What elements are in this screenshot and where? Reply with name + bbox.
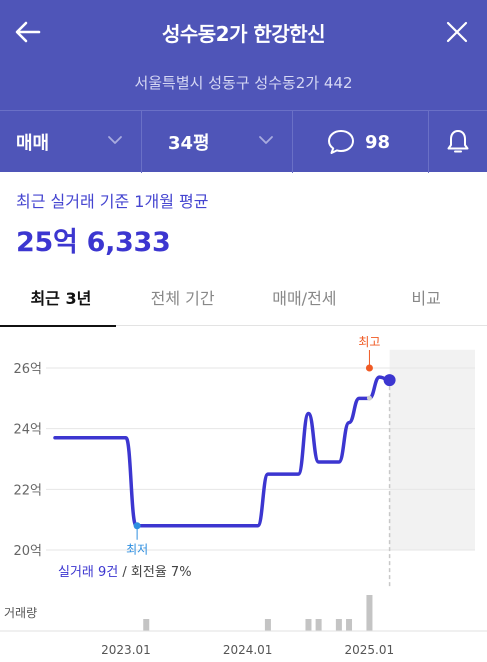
price-line <box>53 375 392 528</box>
back-button[interactable] <box>10 14 46 50</box>
volume-bar <box>143 619 150 631</box>
arrow-left-icon <box>15 21 41 43</box>
period-tabs: 최근 3년 전체 기간 매매/전세 비교 <box>0 268 487 327</box>
trade-info: 실거래 9건 / 회전율 7% <box>58 561 192 580</box>
tab-sale-jeonse[interactable]: 매매/전세 <box>272 289 337 308</box>
tab-compare[interactable]: 비교 <box>411 289 441 308</box>
high-label: 최고 <box>358 335 380 349</box>
volume-label: 거래량 <box>4 606 37 620</box>
trade-separator: / <box>118 565 131 580</box>
close-icon <box>446 21 468 43</box>
size-select[interactable]: 34평 <box>142 111 293 173</box>
y-tick-label: 20억 <box>13 544 42 559</box>
speech-bubble-icon <box>328 130 354 154</box>
volume-bar <box>264 619 271 631</box>
y-tick-label: 22억 <box>13 483 42 498</box>
minor-point <box>366 395 372 401</box>
address: 서울특별시 성동구 성수동2가 442 <box>134 74 353 92</box>
y-tick-label: 24억 <box>13 423 42 438</box>
deal-type-select[interactable]: 매매 <box>0 111 142 173</box>
comments-button[interactable]: 98 <box>293 111 429 173</box>
current-price-point <box>383 374 396 387</box>
tab-all-period[interactable]: 전체 기간 <box>150 289 215 308</box>
high-point <box>365 364 373 372</box>
chevron-down-icon <box>259 136 273 144</box>
app-header: 성수동2가 한강한신 서울특별시 성동구 성수동2가 442 매매 34평 98 <box>0 0 487 173</box>
filter-bar: 매매 34평 98 <box>0 110 487 173</box>
alarm-button[interactable] <box>429 111 487 173</box>
turnover-rate: 회전율 7% <box>130 565 192 580</box>
bell-icon <box>447 130 469 153</box>
x-tick-label: 2023.01 <box>101 643 151 657</box>
x-tick-label: 2025.01 <box>344 643 394 657</box>
x-tick-label: 2024.01 <box>223 643 273 657</box>
size-label: 34평 <box>168 133 210 154</box>
volume-bar <box>305 619 312 631</box>
future-region <box>389 349 475 550</box>
deal-type-label: 매매 <box>16 133 50 154</box>
chevron-down-icon <box>108 136 122 144</box>
low-label: 최저 <box>126 543 148 557</box>
volume-bar <box>315 619 322 631</box>
volume-bar <box>366 595 373 631</box>
trade-count: 실거래 9건 <box>58 565 119 580</box>
y-tick-label: 26억 <box>13 362 42 377</box>
average-price: 25억 6,333 <box>16 227 171 258</box>
volume-bar <box>335 619 342 631</box>
close-button[interactable] <box>439 14 475 50</box>
volume-bar <box>346 619 353 631</box>
header-top-bar: 성수동2가 한강한신 <box>0 0 487 64</box>
tab-recent-3y[interactable]: 최근 3년 <box>0 268 122 327</box>
comment-count: 98 <box>365 131 391 153</box>
page-title: 성수동2가 한강한신 <box>161 22 326 46</box>
price-caption: 최근 실거래 기준 1개월 평균 <box>16 192 209 211</box>
